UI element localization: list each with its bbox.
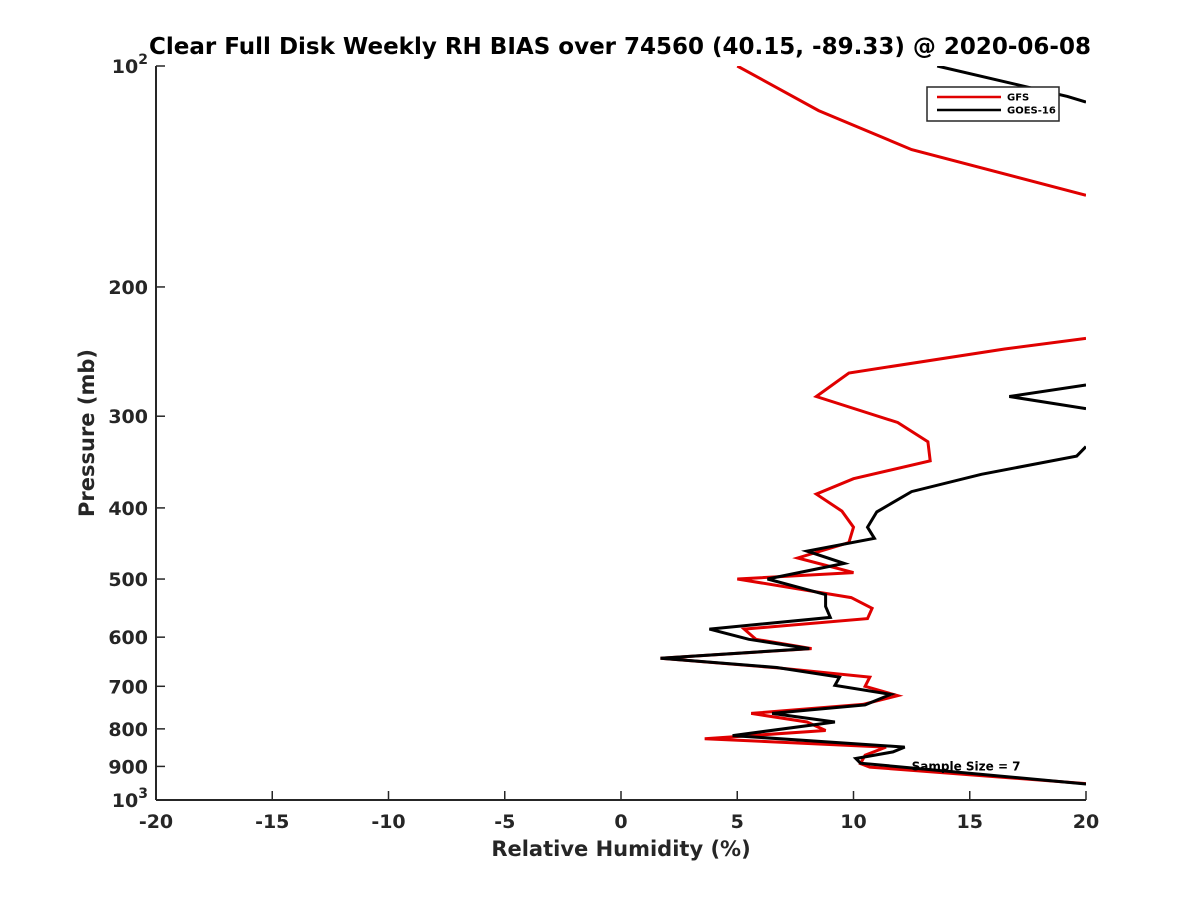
y-tick-label: 800 (108, 719, 148, 741)
series-line-gfs (660, 66, 1086, 786)
x-tick-label: -15 (255, 811, 289, 833)
chart-title: Clear Full Disk Weekly RH BIAS over 7456… (149, 34, 1091, 60)
y-tick-label: 300 (108, 406, 148, 428)
y-tick-label: 700 (108, 676, 148, 698)
y-axis-label: Pressure (mb) (75, 349, 99, 517)
x-tick-label: -20 (139, 811, 173, 833)
legend-label: GFS (1007, 93, 1029, 104)
y-tick-label: 500 (108, 569, 148, 591)
y-ticks: 102 200 300 400 500 600 700 800 900 103 (108, 52, 165, 812)
x-axis-label: Relative Humidity (%) (491, 837, 750, 861)
x-tick-label: -5 (494, 811, 515, 833)
y-tick-label: 600 (108, 627, 148, 649)
y-tick-label: 200 (108, 277, 148, 299)
legend-box (926, 86, 1060, 122)
x-tick-label: 15 (957, 811, 983, 833)
x-tick-label: 10 (840, 811, 866, 833)
x-tick-label: 20 (1073, 811, 1099, 833)
y-tick-label: 103 (112, 786, 148, 812)
series-group (660, 66, 1086, 786)
series-line-goes-16 (660, 66, 1086, 786)
x-tick-label: -10 (371, 811, 405, 833)
y-tick-label: 400 (108, 498, 148, 520)
x-ticks: -20 -15 -10 -5 0 5 10 15 20 (139, 791, 1099, 833)
annotations: Sample Size = 7 (912, 759, 1021, 773)
y-tick-label: 900 (108, 756, 148, 778)
x-tick-label: 0 (614, 811, 627, 833)
x-tick-label: 5 (731, 811, 744, 833)
y-tick-label: 102 (112, 52, 148, 78)
legend-label: GOES-16 (1007, 106, 1056, 117)
plot-area (156, 66, 1086, 800)
legend: GFS GOES-16 (926, 86, 1060, 122)
sample-size-annotation: Sample Size = 7 (912, 759, 1021, 773)
